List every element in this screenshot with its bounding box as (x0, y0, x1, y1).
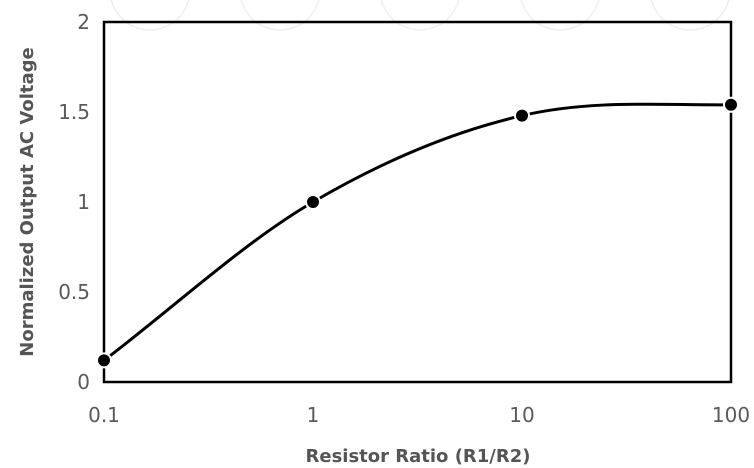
x-tick-label: 0.1 (88, 403, 120, 427)
x-axis-tick-labels: 0.1 1 10 100 (88, 403, 750, 427)
watermark-decoration (110, 0, 730, 31)
x-axis-title: Resistor Ratio (R1/R2) (306, 446, 531, 467)
y-axis-title: Normalized Output AC Voltage (17, 47, 38, 356)
plot-area-frame (102, 20, 733, 384)
x-tick-label: 10 (509, 403, 534, 427)
y-tick-label: 0 (77, 370, 90, 394)
y-tick-label: 0.5 (58, 280, 90, 304)
data-point (514, 107, 530, 124)
y-tick-label: 1.5 (58, 100, 90, 124)
data-point (723, 96, 739, 113)
y-axis-tick-labels: 0 0.5 1 1.5 2 (58, 10, 90, 394)
data-point (96, 352, 112, 369)
x-tick-label: 100 (712, 403, 750, 427)
y-tick-label: 2 (77, 10, 90, 34)
series-line (102, 102, 733, 362)
x-tick-label: 1 (307, 403, 320, 427)
data-point (305, 194, 321, 210)
data-points (96, 96, 739, 369)
y-tick-label: 1 (77, 190, 90, 214)
